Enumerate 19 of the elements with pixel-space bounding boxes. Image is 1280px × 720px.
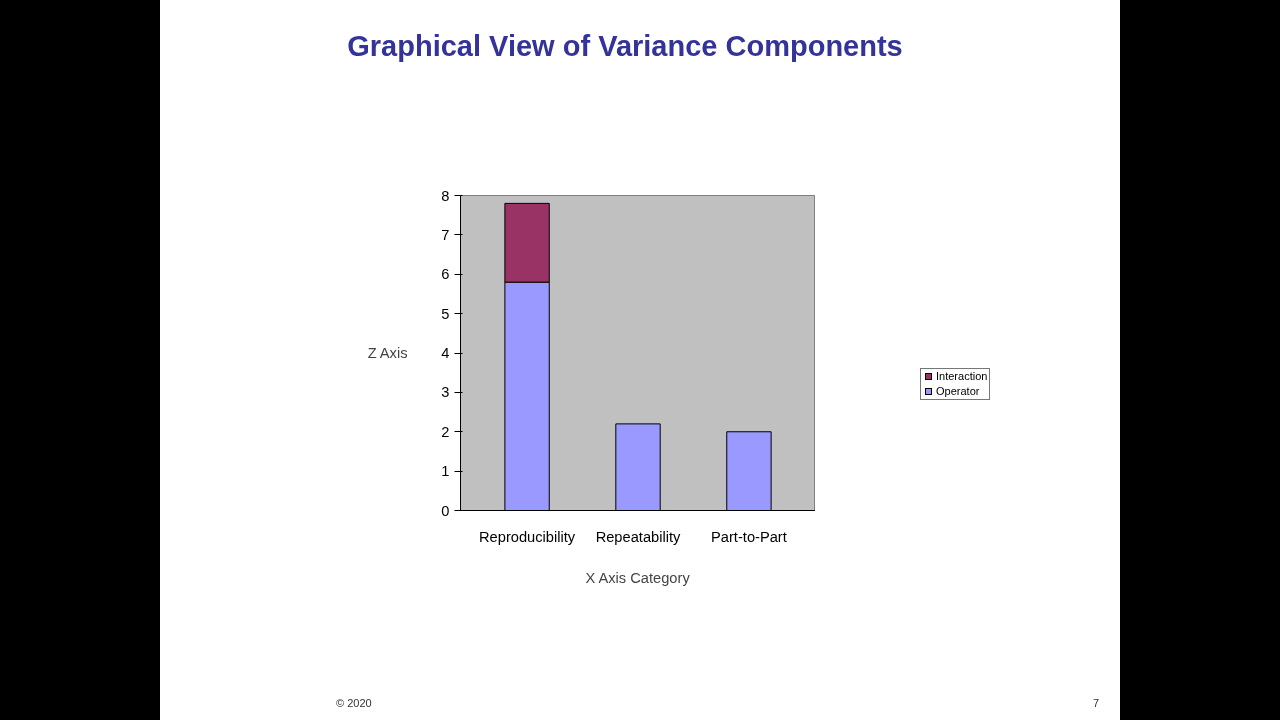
- y-axis-title: Z Axis: [367, 345, 408, 361]
- y-tick-label: 5: [441, 305, 450, 322]
- y-tick-label: 1: [441, 463, 450, 480]
- y-tick-label: 6: [441, 266, 450, 283]
- x-tick-label: Reproducibility: [479, 528, 576, 545]
- x-axis-title: X Axis Category: [585, 569, 691, 586]
- chart-title: Graphical View of Variance Components: [346, 29, 904, 64]
- y-tick-label: 2: [441, 423, 450, 440]
- text: 7: [1091, 696, 1101, 711]
- text: © 2020: [336, 696, 372, 711]
- y-tick-label: 3: [441, 384, 450, 401]
- y-tick-label: 0: [441, 502, 450, 519]
- y-tick-label: 7: [441, 226, 450, 243]
- legend-label: Interaction: [936, 368, 988, 384]
- x-tick-label: Repeatability: [595, 528, 682, 545]
- legend-label: Operator: [936, 383, 980, 399]
- y-tick-label: 8: [441, 187, 450, 204]
- y-tick-label: 4: [441, 345, 450, 361]
- x-tick-label: Part-to-Part: [711, 528, 787, 545]
